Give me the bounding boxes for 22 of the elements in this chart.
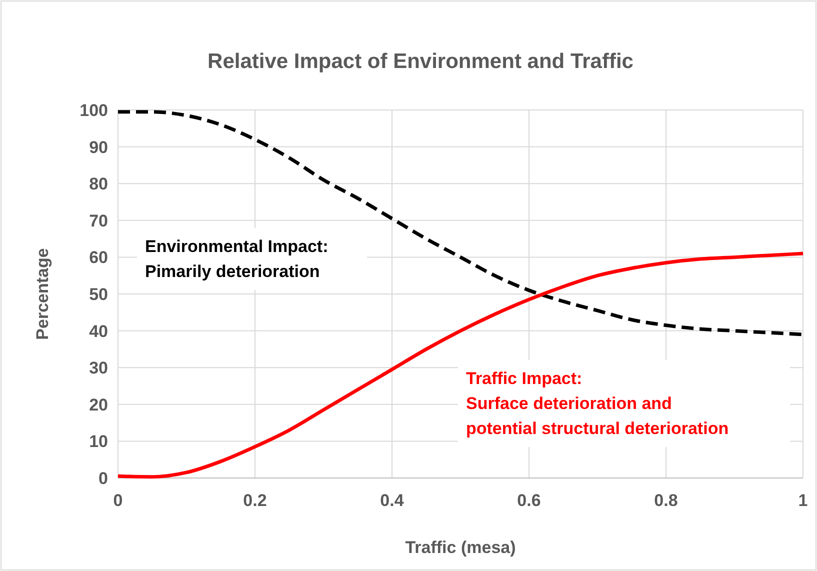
y-tick-label: 70: [89, 211, 108, 230]
y-tick-label: 30: [89, 358, 108, 378]
y-tick-label: 10: [89, 432, 108, 452]
y-tick-label: 50: [89, 284, 108, 304]
y-tick-label: 0: [98, 468, 108, 488]
x-tick-label: 0.8: [654, 491, 678, 510]
y-tick-label: 100: [80, 100, 108, 120]
x-tick-label: 0.6: [517, 491, 541, 510]
chart-title: Relative Impact of Environment and Traffic: [208, 50, 634, 73]
x-axis-title: Traffic (mesa): [405, 538, 516, 557]
text: Traffic Impact: Surface deterioration and potential structural deterioration: [466, 369, 729, 438]
x-tick-label: 0.2: [243, 491, 267, 510]
y-tick-label: 60: [89, 248, 108, 268]
y-tick-label: 90: [89, 138, 108, 157]
x-tick-label: 1: [798, 491, 808, 510]
text: Environmental Impact: Pimarily deterioration: [145, 237, 328, 281]
y-axis-title: Percentage: [33, 248, 52, 340]
x-tick-label: 0.4: [380, 491, 404, 510]
x-tick-label: 0: [113, 491, 123, 510]
y-tick-label: 40: [89, 322, 108, 341]
y-tick-label: 20: [89, 395, 108, 414]
y-tick-label: 80: [89, 174, 108, 194]
